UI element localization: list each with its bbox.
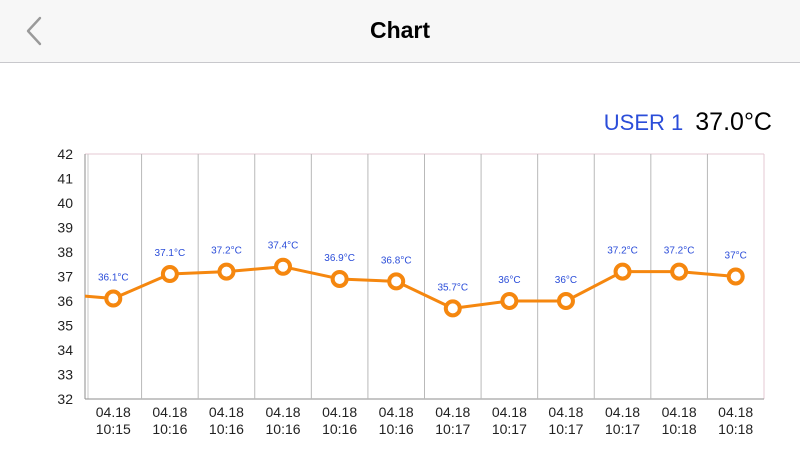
x-tick-time: 10:17 — [548, 421, 583, 437]
back-button[interactable] — [14, 12, 54, 50]
data-point — [160, 265, 179, 284]
y-tick-label: 38 — [57, 244, 73, 260]
y-tick-label: 36 — [57, 293, 73, 309]
x-tick-time: 10:16 — [152, 421, 187, 437]
x-tick-date: 04.18 — [435, 404, 470, 420]
y-tick-label: 34 — [57, 342, 73, 358]
y-tick-label: 39 — [57, 220, 73, 236]
x-tick-time: 10:16 — [379, 421, 414, 437]
x-tick-date: 04.18 — [152, 404, 187, 420]
page-title: Chart — [369, 17, 431, 43]
data-label: 35.7°C — [437, 282, 468, 293]
data-point — [217, 262, 236, 281]
x-tick-date: 04.18 — [266, 404, 301, 420]
data-point — [500, 292, 519, 310]
y-tick-label: 33 — [57, 367, 73, 383]
x-tick-time: 10:16 — [209, 421, 244, 437]
x-tick-time: 10:17 — [492, 421, 527, 437]
data-point — [726, 267, 745, 286]
data-point — [387, 272, 406, 291]
data-label: 37.1°C — [155, 248, 186, 259]
x-tick-time: 10:15 — [96, 421, 131, 437]
x-tick-date: 04.18 — [718, 404, 753, 420]
x-tick-date: 04.18 — [662, 404, 697, 420]
data-label: 36.1°C — [98, 273, 129, 284]
x-tick-time: 10:16 — [322, 421, 357, 437]
temperature-chart: 323334353637383940414204.1810:1504.1810:… — [57, 146, 765, 437]
y-tick-label: 40 — [57, 195, 73, 211]
data-label: 37.2°C — [664, 246, 695, 257]
data-label: 37.4°C — [268, 241, 299, 252]
y-tick-label: 35 — [57, 318, 73, 334]
data-point — [443, 299, 462, 318]
data-label: 36°C — [555, 275, 577, 286]
x-tick-date: 04.18 — [605, 404, 640, 420]
data-point — [670, 262, 689, 281]
data-label: 37.2°C — [607, 246, 638, 257]
y-tick-label: 32 — [57, 391, 73, 407]
data-point — [613, 262, 632, 281]
nav-bar: Chart — [0, 0, 800, 63]
x-tick-time: 10:17 — [605, 421, 640, 437]
data-point — [556, 292, 575, 310]
chevron-left-icon — [26, 16, 42, 46]
series-line — [84, 265, 736, 310]
current-temperature: 37.0°C — [695, 108, 772, 136]
x-tick-date: 04.18 — [548, 404, 583, 420]
x-tick-date: 04.18 — [379, 404, 414, 420]
y-tick-label: 37 — [57, 269, 73, 285]
x-tick-time: 10:18 — [662, 421, 697, 437]
x-tick-date: 04.18 — [492, 404, 527, 420]
user-summary: USER 1 37.0°C — [604, 108, 772, 138]
data-label: 36.8°C — [381, 255, 412, 266]
data-label: 37.2°C — [211, 246, 242, 257]
data-label: 36.9°C — [324, 253, 355, 264]
x-tick-date: 04.18 — [322, 404, 357, 420]
y-tick-label: 42 — [57, 146, 73, 162]
data-point — [330, 269, 349, 288]
x-tick-date: 04.18 — [96, 404, 131, 420]
data-label: 37°C — [725, 251, 747, 262]
data-point — [274, 257, 293, 276]
x-tick-time: 10:18 — [718, 421, 753, 437]
x-tick-time: 10:16 — [266, 421, 301, 437]
x-tick-time: 10:17 — [435, 421, 470, 437]
user-name: USER 1 — [603, 110, 684, 135]
y-tick-label: 41 — [57, 171, 73, 187]
data-point — [104, 289, 123, 308]
x-tick-date: 04.18 — [209, 404, 244, 420]
data-label: 36°C — [498, 275, 520, 286]
